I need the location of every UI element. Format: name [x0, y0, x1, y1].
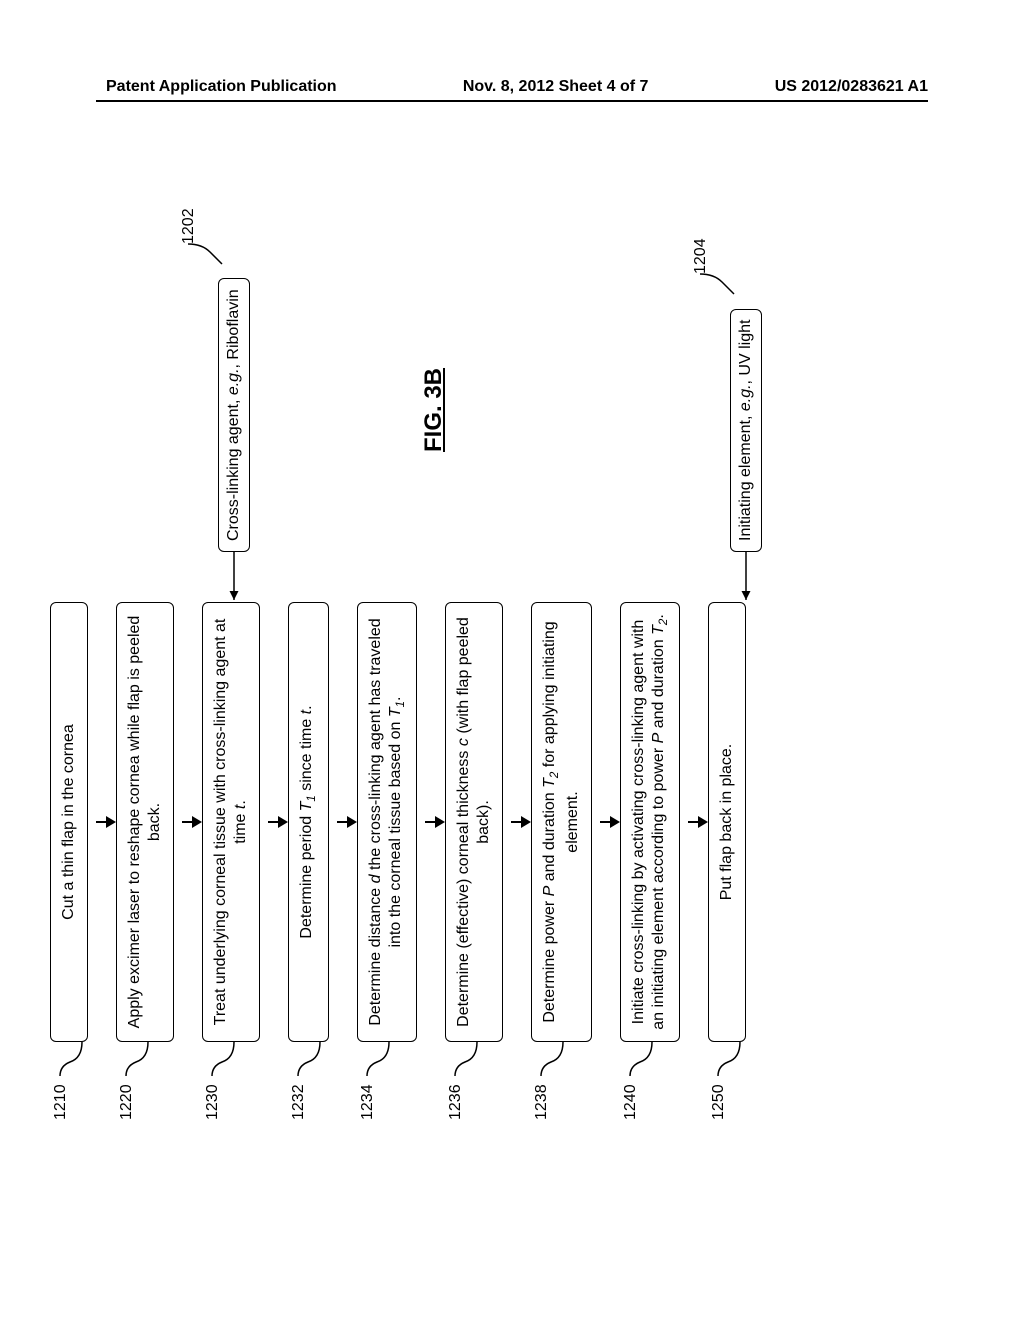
step-1250-box: Put flap back in place. — [708, 602, 746, 1042]
ref-1210: 1210 — [52, 1084, 70, 1120]
ref-leader-1240 — [622, 1042, 656, 1076]
ref-leader-1234 — [359, 1042, 393, 1076]
arrow-1236-1238 — [511, 602, 531, 1042]
arrow-1220-1230 — [182, 602, 202, 1042]
step-1236: 1236 Determine (effective) corneal thick… — [445, 602, 503, 1042]
ref-1234: 1234 — [359, 1084, 377, 1120]
arrow-1232-1234 — [337, 602, 357, 1042]
step-1232-box: Determine period T1 since time t. — [288, 602, 329, 1042]
ref-1220: 1220 — [118, 1084, 136, 1120]
page-header: Patent Application Publication Nov. 8, 2… — [0, 78, 1024, 96]
step-1232: 1232 Determine period T1 since time t. — [288, 602, 329, 1042]
flowchart: 1210 Cut a thin flap in the cornea 1220 … — [50, 112, 970, 1212]
page: Patent Application Publication Nov. 8, 2… — [0, 0, 1024, 1320]
step-1240-box: Initiate cross-linking by activating cro… — [620, 602, 681, 1042]
step-1238-box: Determine power P and duration T2 for ap… — [531, 602, 592, 1042]
flow-column: 1210 Cut a thin flap in the cornea 1220 … — [50, 602, 754, 1042]
step-1250: 1250 Put flap back in place. — [708, 602, 746, 1042]
step-1240: 1240 Initiate cross-linking by activatin… — [620, 602, 681, 1042]
ref-leader-1232 — [290, 1042, 324, 1076]
ref-1250: 1250 — [710, 1084, 728, 1120]
ref-leader-1220 — [118, 1042, 152, 1076]
header-left: Patent Application Publication — [106, 78, 337, 96]
connector-1204 — [734, 552, 764, 602]
step-1210: 1210 Cut a thin flap in the cornea — [50, 602, 88, 1042]
side-annotation-1204: Initiating element, e.g., UV light — [730, 309, 762, 552]
ref-1236: 1236 — [447, 1084, 465, 1120]
step-1210-box: Cut a thin flap in the cornea — [50, 602, 88, 1042]
step-1230-box: Treat underlying corneal tissue with cro… — [202, 602, 260, 1042]
connector-1202 — [222, 552, 252, 602]
step-1220: 1220 Apply excimer laser to reshape corn… — [116, 602, 174, 1042]
ref-leader-1210 — [52, 1042, 86, 1076]
step-1234-box: Determine distance d the cross-linking a… — [357, 602, 418, 1042]
ref-1238: 1238 — [533, 1084, 551, 1120]
step-1234: 1234 Determine distance d the cross-link… — [357, 602, 418, 1042]
ref-1232: 1232 — [290, 1084, 308, 1120]
ref-leader-1230 — [204, 1042, 238, 1076]
header-right: US 2012/0283621 A1 — [775, 78, 928, 96]
ref-leader-1202 — [188, 230, 228, 264]
ref-1240: 1240 — [622, 1084, 640, 1120]
arrow-1230-1232 — [268, 602, 288, 1042]
ref-1230: 1230 — [204, 1084, 222, 1120]
side-1202-box: Cross-linking agent, e.g., Riboflavin — [218, 278, 250, 552]
arrow-1234-1236 — [425, 602, 445, 1042]
header-rule — [96, 100, 928, 102]
step-1236-box: Determine (effective) corneal thickness … — [445, 602, 503, 1042]
figure-label: FIG. 3B — [420, 368, 448, 452]
arrow-1238-1240 — [600, 602, 620, 1042]
side-annotation-1202: Cross-linking agent, e.g., Riboflavin — [218, 278, 250, 552]
arrow-1210-1220 — [96, 602, 116, 1042]
arrow-1240-1250 — [688, 602, 708, 1042]
ref-leader-1204 — [700, 260, 740, 294]
step-1238: 1238 Determine power P and duration T2 f… — [531, 602, 592, 1042]
side-1204-box: Initiating element, e.g., UV light — [730, 309, 762, 552]
figure-rotated-container: 1210 Cut a thin flap in the cornea 1220 … — [0, 148, 1024, 1172]
ref-leader-1238 — [533, 1042, 567, 1076]
ref-leader-1250 — [710, 1042, 744, 1076]
ref-leader-1236 — [447, 1042, 481, 1076]
header-center: Nov. 8, 2012 Sheet 4 of 7 — [463, 78, 649, 96]
step-1230: 1230 Treat underlying corneal tissue wit… — [202, 602, 260, 1042]
step-1220-box: Apply excimer laser to reshape cornea wh… — [116, 602, 174, 1042]
